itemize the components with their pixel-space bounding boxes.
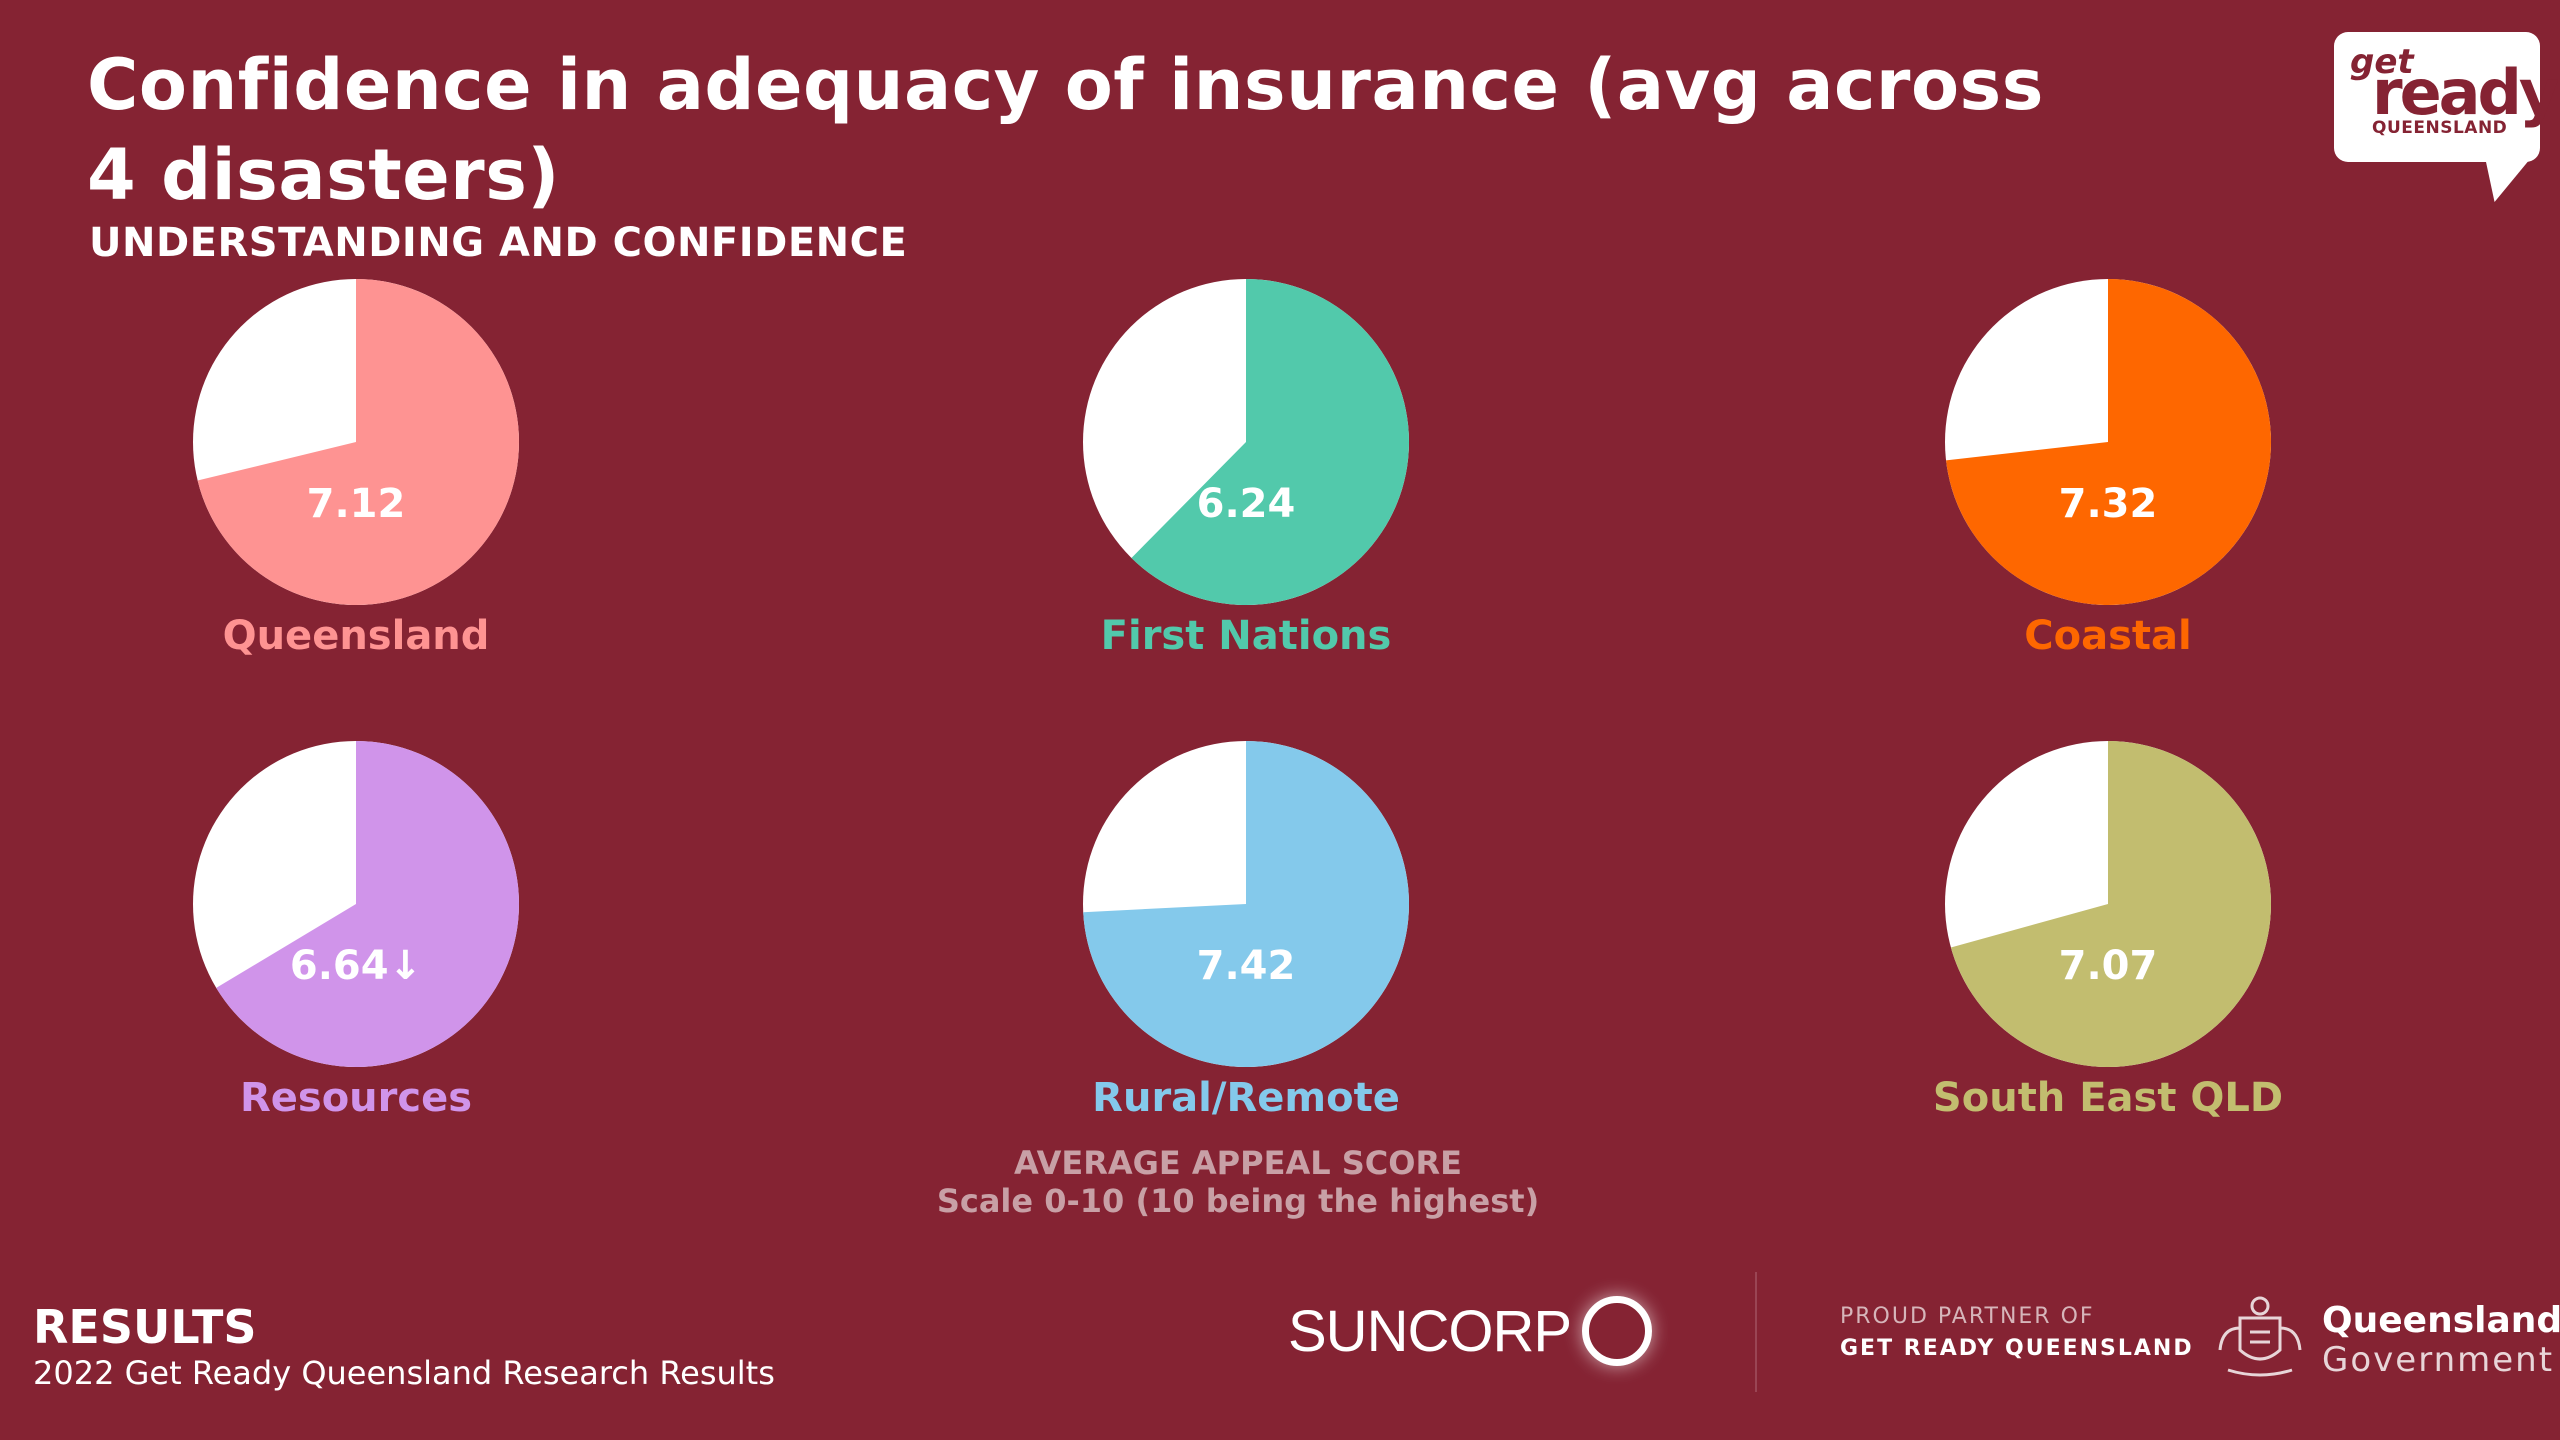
pie-value-slice bbox=[1083, 741, 1409, 1068]
pie-category-label: Coastal bbox=[2024, 613, 2191, 659]
pie-queensland: 7.12 Queensland bbox=[193, 279, 519, 659]
pie-coastal: 7.32 Coastal bbox=[1945, 279, 2271, 659]
partner-line-1: PROUD PARTNER OF bbox=[1840, 1304, 2095, 1329]
pie-category-label: Rural/Remote bbox=[1092, 1075, 1400, 1121]
queensland-crest-icon bbox=[2218, 1296, 2302, 1377]
pie-value-slice bbox=[216, 741, 520, 1068]
footer-divider bbox=[1755, 1272, 1757, 1392]
pie-value-label: 6.24 bbox=[1197, 481, 1296, 527]
pie-rural-remote: 7.42 Rural/Remote bbox=[1083, 741, 1409, 1121]
pie-value-label: 6.64↓ bbox=[290, 943, 422, 989]
qld-gov-line-1: Queensland bbox=[2322, 1300, 2560, 1341]
pie-value-label: 7.32 bbox=[2059, 481, 2158, 527]
pie-category-label: South East QLD bbox=[1933, 1075, 2283, 1121]
pie-value-slice bbox=[1131, 279, 1409, 605]
source-line-1: AVERAGE APPEAL SCORE bbox=[1014, 1144, 1462, 1182]
page-title: Confidence in adequacy of insurance (avg… bbox=[87, 44, 2044, 216]
suncorp-ring-icon bbox=[1582, 1296, 1652, 1366]
results-subheading: 2022 Get Ready Queensland Research Resul… bbox=[33, 1354, 775, 1392]
pie-value-slice bbox=[197, 279, 519, 605]
pie-category-label: Queensland bbox=[223, 613, 490, 659]
pie-value-label: 7.12 bbox=[307, 481, 406, 527]
pie-value-slice bbox=[1950, 741, 2271, 1068]
pie-value-label: 7.07 bbox=[2059, 943, 2158, 989]
pie-first-nations: 6.24 First Nations bbox=[1083, 279, 1409, 659]
pie-category-label: First Nations bbox=[1101, 613, 1392, 659]
pie-category-label: Resources bbox=[240, 1075, 472, 1121]
pie-resources: 6.64↓ Resources bbox=[193, 741, 520, 1121]
source-line-2: Scale 0-10 (10 being the highest) bbox=[936, 1182, 1540, 1220]
pie-value-label: 7.42 bbox=[1197, 943, 1296, 989]
suncorp-logo: SUNCORP bbox=[1288, 1299, 1572, 1364]
qld-gov-line-2: Government bbox=[2322, 1340, 2555, 1380]
pie-south-east-qld: 7.07 South East QLD bbox=[1933, 741, 2283, 1121]
partner-line-2: GET READY QUEENSLAND bbox=[1840, 1336, 2194, 1361]
page-subtitle: UNDERSTANDING AND CONFIDENCE bbox=[89, 220, 908, 266]
pie-value-slice bbox=[1946, 279, 2271, 605]
results-heading: RESULTS bbox=[33, 1300, 257, 1354]
